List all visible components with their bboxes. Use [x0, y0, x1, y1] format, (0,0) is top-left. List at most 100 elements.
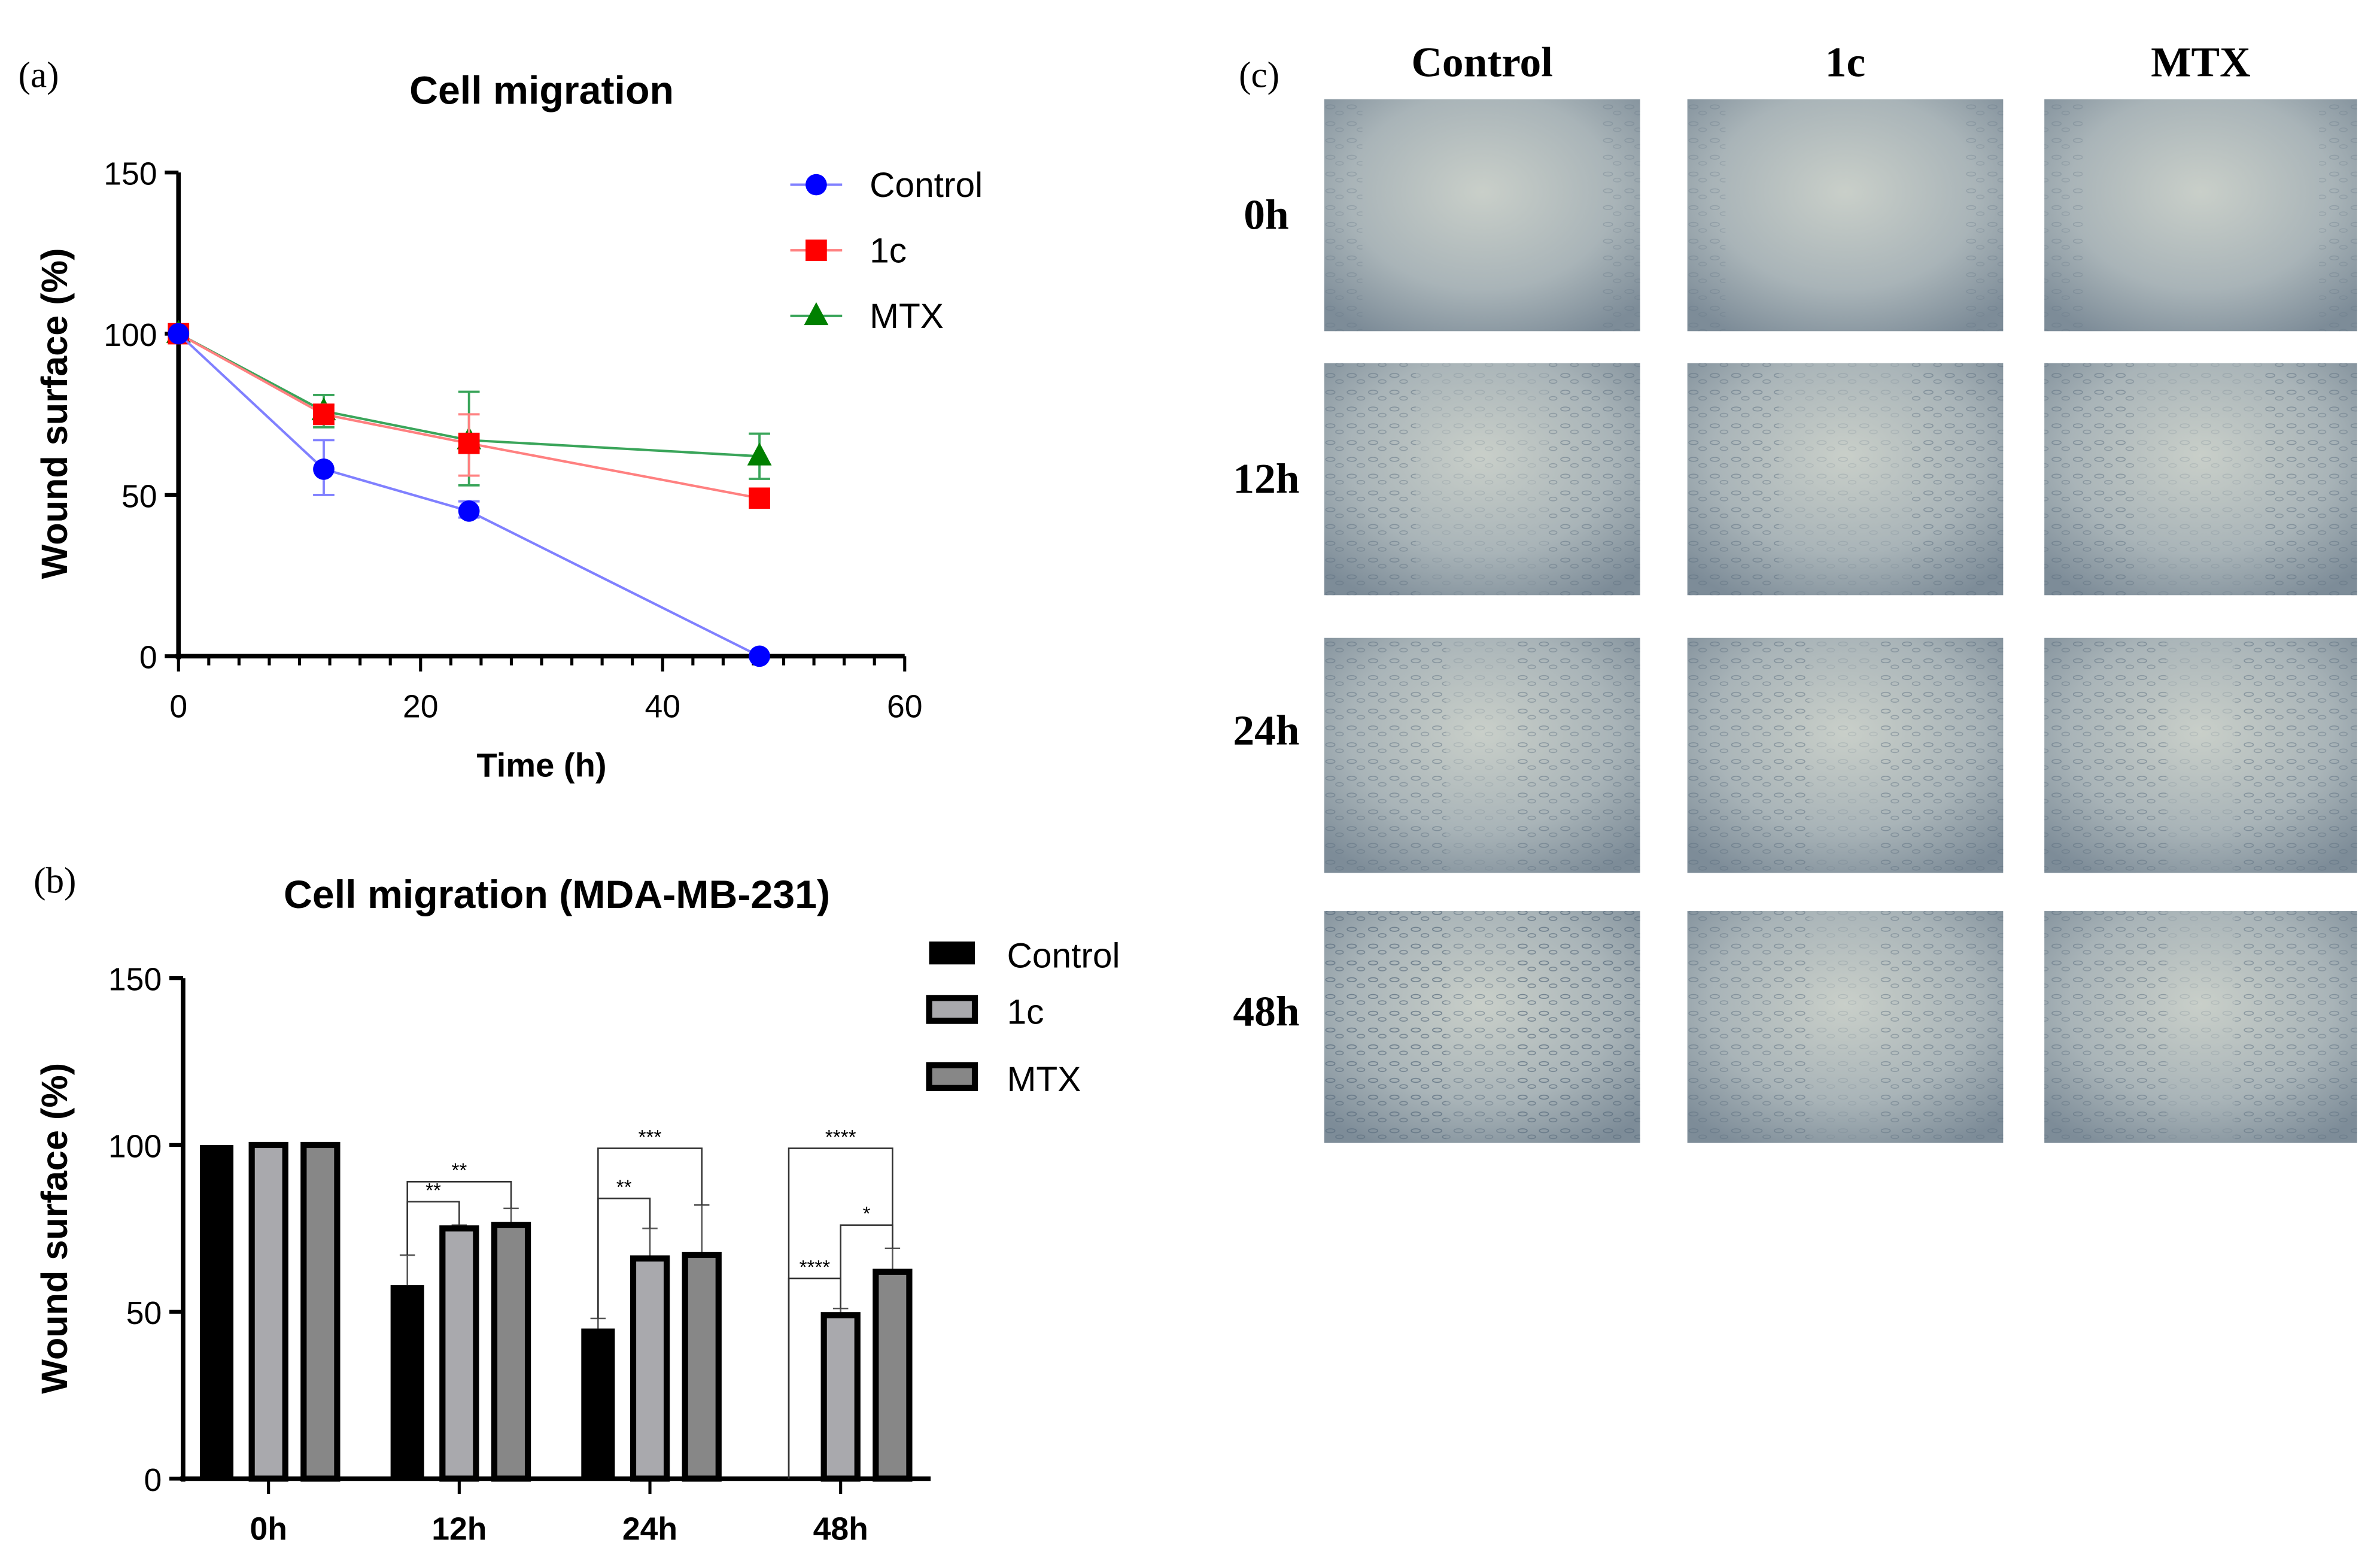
legend-marker	[806, 174, 827, 196]
x-tick-label: 12h	[431, 1511, 487, 1547]
bar-control-0h	[199, 1144, 234, 1479]
x-axis-label: Time (h)	[476, 746, 606, 784]
migrated-cells	[2166, 911, 2235, 1143]
column-header: Control	[1411, 39, 1553, 86]
micrograph-mtx-12h	[2044, 363, 2357, 596]
bar-mtx-48h	[873, 1268, 913, 1482]
legend-swatch	[926, 1062, 978, 1091]
cell-layer-right	[1601, 99, 1640, 332]
row-label: 12h	[1233, 455, 1299, 503]
significance-label: **	[451, 1160, 467, 1182]
migrated-cells	[1779, 363, 1912, 596]
data-point	[458, 500, 480, 522]
panel-label: (a)	[19, 54, 59, 95]
migrated-cells	[1809, 911, 1881, 1143]
legend-marker	[806, 239, 827, 262]
row-label: 24h	[1233, 707, 1299, 754]
significance-label: ****	[825, 1126, 856, 1149]
column-header: 1c	[1825, 39, 1865, 86]
bar-1c-48h	[820, 1312, 861, 1482]
y-axis-label: Wound surface (%)	[34, 248, 75, 579]
y-tick-label: 150	[104, 157, 157, 192]
data-point	[747, 442, 772, 466]
cell-layer-left	[2044, 637, 2167, 873]
migrated-cells	[1809, 637, 1881, 873]
data-point	[313, 403, 335, 426]
micrograph-1c-48h	[1687, 911, 2004, 1143]
panel-a-line-chart: (a) Cell migration 0 50 100 150 0 20 40 60 Time (h…	[19, 54, 983, 783]
micrograph-control-12h	[1324, 363, 1640, 596]
cell-layer-right	[1965, 99, 2004, 332]
legend-item: 1c	[790, 232, 907, 271]
significance-bracket: ***	[597, 1126, 703, 1319]
micrograph-control-48h	[1324, 911, 1640, 1143]
micrograph-mtx-48h	[2044, 911, 2357, 1143]
legend-label: MTX	[870, 297, 944, 336]
cell-layer-right	[2319, 99, 2357, 332]
bar-1c-24h	[630, 1255, 670, 1482]
panel-label: (b)	[34, 860, 76, 901]
micrograph-background	[1324, 99, 1640, 332]
significance-label: **	[425, 1180, 441, 1202]
cell-layer-left	[2044, 363, 2136, 596]
y-tick-label: 50	[121, 479, 157, 514]
x-tick-label: 24h	[622, 1511, 677, 1547]
panel-label: (c)	[1239, 54, 1279, 95]
panel-c-micrographs: (c) Control 1c MTX 0h 12h 24h 48h	[1233, 39, 2357, 1143]
legend-item: MTX	[926, 1060, 1081, 1099]
cell-layer-right	[2265, 363, 2357, 596]
significance-bracket: **	[406, 1160, 512, 1255]
chart-title: Cell migration	[409, 68, 674, 113]
y-tick-label: 100	[108, 1129, 162, 1164]
legend-marker	[804, 302, 829, 326]
y-axis-label: Wound surface (%)	[34, 1063, 75, 1394]
cell-layer-right	[1881, 911, 2004, 1143]
series-line	[177, 333, 760, 658]
cell-layer-left	[1687, 911, 1810, 1143]
y-tick-label: 0	[139, 640, 157, 676]
cell-layer-left	[2044, 99, 2083, 332]
micrograph-1c-0h	[1687, 99, 2004, 332]
bar-mtx-24h	[682, 1252, 722, 1482]
migrated-cells	[2166, 637, 2235, 873]
bar-control-24h	[581, 1328, 615, 1479]
significance-label: ****	[800, 1256, 831, 1278]
significance-label: ***	[639, 1126, 662, 1149]
x-tick-label: 20	[403, 689, 439, 724]
micrograph-background	[1687, 99, 2004, 332]
bracket-line	[597, 1147, 703, 1319]
cell-layer-right	[1548, 363, 1640, 596]
cell-layer-left	[1324, 99, 1363, 332]
series-line	[178, 332, 760, 500]
migrated-cells	[2136, 363, 2266, 596]
bar-mtx-12h	[491, 1222, 531, 1482]
legend-label: MTX	[1007, 1060, 1081, 1099]
cell-layer-right	[1518, 637, 1640, 873]
micrograph-1c-24h	[1687, 637, 2004, 873]
cell-layer-left	[1687, 637, 1810, 873]
bracket-line	[406, 1181, 512, 1255]
x-tick-label: 40	[645, 689, 681, 724]
row-label: 48h	[1233, 988, 1299, 1035]
cell-layer-left	[1687, 363, 1779, 596]
data-point	[168, 323, 190, 345]
micrograph-mtx-0h	[2044, 99, 2357, 332]
micrograph-mtx-24h	[2044, 637, 2357, 873]
bar-1c-12h	[439, 1225, 479, 1482]
migrated-cells	[1415, 363, 1549, 596]
confluent-cells	[1324, 911, 1640, 1143]
y-tick-label: 0	[144, 1463, 162, 1498]
micrograph-control-0h	[1324, 99, 1640, 332]
bracket-line	[788, 1147, 893, 1479]
data-point	[749, 645, 770, 667]
x-tick-label: 0	[169, 689, 187, 724]
cell-layer-left	[1324, 363, 1416, 596]
legend-label: Control	[1007, 936, 1120, 975]
data-point	[313, 458, 335, 480]
x-tick-label: 0h	[250, 1511, 287, 1547]
y-tick-label: 100	[104, 318, 157, 353]
cell-layer-left	[1324, 637, 1446, 873]
legend-item: Control	[790, 166, 983, 205]
chart-title: Cell migration (MDA-MB-231)	[284, 873, 830, 917]
